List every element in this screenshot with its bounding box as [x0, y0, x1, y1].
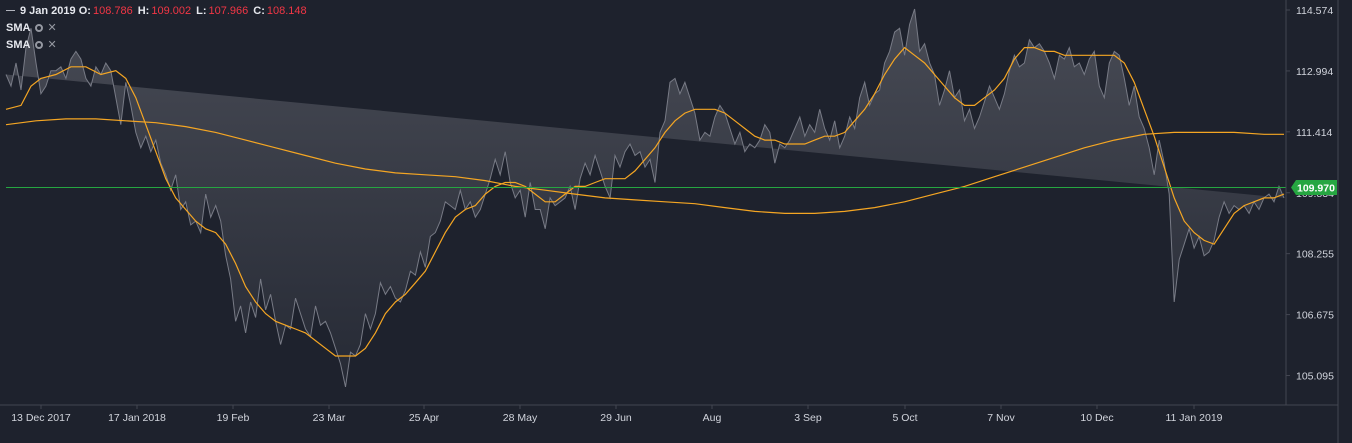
- y-tick-label: 111.414: [1296, 127, 1333, 139]
- indicator-row-sma-1: SMA ✕: [6, 19, 312, 36]
- low-label: L:: [196, 4, 207, 17]
- close-icon[interactable]: ✕: [47, 38, 57, 51]
- plot-area[interactable]: [5, 8, 1286, 388]
- price-area-fill: [6, 9, 1284, 387]
- legend-date: 9 Jan 2019: [20, 4, 76, 17]
- indicator-row-sma-2: SMA ✕: [6, 36, 312, 53]
- current-price-label: 109.970: [1291, 180, 1337, 196]
- y-tick-label: 114.574: [1296, 5, 1333, 17]
- close-icon[interactable]: ✕: [47, 21, 57, 34]
- x-tick-label: 13 Dec 2017: [11, 412, 71, 424]
- sma-long-line: [5, 118, 1284, 214]
- x-tick-label: 29 Jun: [600, 412, 632, 424]
- current-price-value: 109.970: [1297, 183, 1335, 195]
- sma-short-line: [5, 46, 1285, 357]
- x-tick-label: 10 Dec: [1080, 412, 1113, 424]
- x-tick-label: 28 May: [503, 412, 538, 424]
- x-tick-label: 19 Feb: [217, 412, 250, 424]
- chart-legend: 9 Jan 2019 O: 108.786 H: 109.002 L: 107.…: [6, 2, 312, 53]
- indicator-name: SMA: [6, 21, 31, 34]
- gear-icon[interactable]: [35, 40, 44, 49]
- x-tick-label: 5 Oct: [892, 412, 917, 424]
- y-tick-label: 112.994: [1296, 66, 1333, 78]
- x-tick-label: 23 Mar: [313, 412, 346, 424]
- open-value: 108.786: [92, 4, 133, 17]
- high-label: H:: [137, 4, 150, 17]
- high-value: 109.002: [151, 4, 192, 17]
- time-axis[interactable]: 13 Dec 2017 17 Jan 2018 19 Feb 23 Mar 25 Apr…: [11, 405, 1223, 424]
- x-tick-label: Aug: [703, 412, 722, 424]
- price-line: [5, 8, 1285, 388]
- indicator-name: SMA: [6, 38, 31, 51]
- x-tick-label: 3 Sep: [794, 412, 822, 424]
- close-label: C:: [253, 4, 265, 17]
- close-value: 108.148: [266, 4, 307, 17]
- y-tick-label: 108.255: [1296, 249, 1334, 261]
- price-axis[interactable]: 114.574112.994111.414109.834108.255106.6…: [1286, 5, 1334, 383]
- low-value: 107.966: [208, 4, 249, 17]
- x-tick-label: 11 Jan 2019: [1165, 412, 1222, 424]
- y-tick-label: 105.095: [1296, 371, 1334, 383]
- ohlc-row: 9 Jan 2019 O: 108.786 H: 109.002 L: 107.…: [6, 2, 312, 19]
- open-label: O:: [78, 4, 91, 17]
- y-tick-label: 106.675: [1296, 310, 1334, 322]
- x-tick-label: 7 Nov: [987, 412, 1015, 424]
- current-price-label-bg: [1291, 180, 1337, 196]
- gear-icon[interactable]: [35, 23, 44, 32]
- series-dash-icon: [6, 10, 15, 11]
- x-tick-label: 17 Jan 2018: [108, 412, 166, 424]
- x-tick-label: 25 Apr: [409, 412, 440, 424]
